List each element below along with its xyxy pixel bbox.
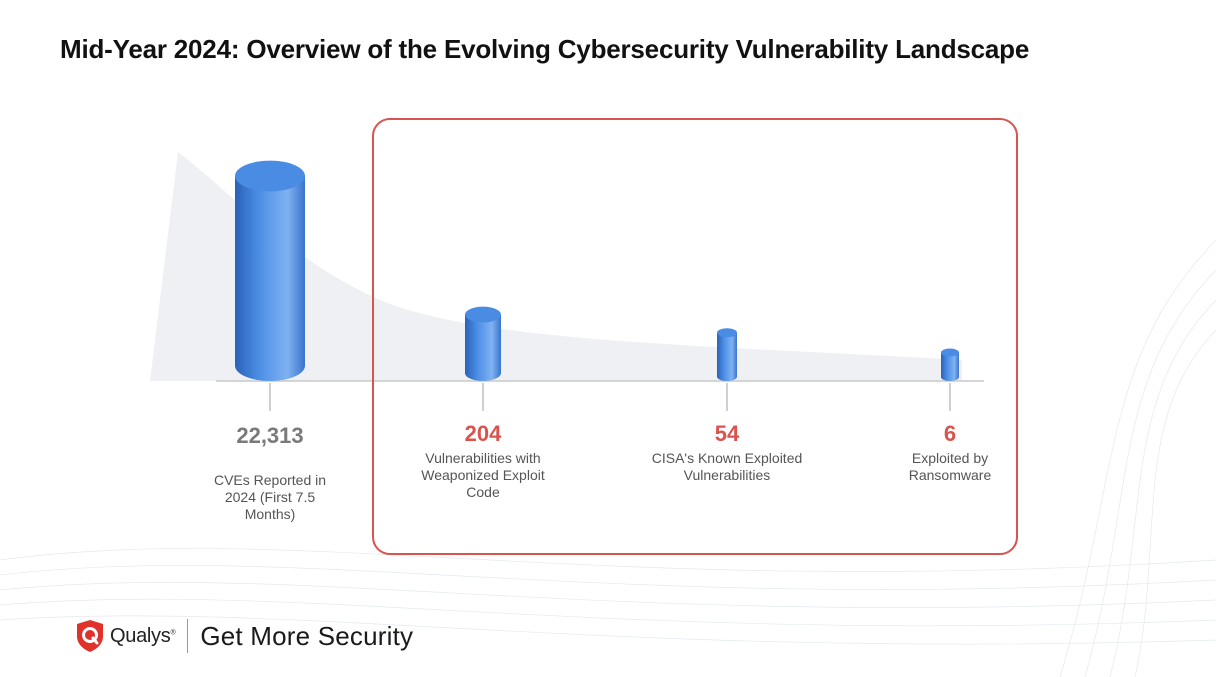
metric-label-1: CVEs Reported in 2024 (First 7.5 Months) (213, 472, 327, 522)
bar-cap-3 (717, 328, 737, 338)
metric-3: 54 CISA's Known Exploited Vulnerabilities (627, 421, 827, 484)
metric-1: 22,313 CVEs Reported in 2024 (First 7.5 M… (170, 423, 370, 523)
bar-body-1 (235, 176, 305, 381)
metric-label-4: Exploited by Ransomware (908, 450, 992, 483)
bar-body-2 (465, 314, 501, 381)
metric-value-4: 6 (943, 421, 957, 446)
metric-4: 6 Exploited by Ransomware (850, 421, 1050, 484)
footer-divider (187, 619, 189, 653)
metric-label-2: Vulnerabilities with Weaponized Exploit … (421, 450, 545, 500)
bar-body-3 (717, 332, 737, 381)
bar-cap-4 (941, 348, 959, 357)
tagline: Get More Security (200, 620, 414, 651)
bar-3 (717, 328, 737, 381)
bar-cap-2 (465, 306, 501, 323)
bar-1 (235, 160, 305, 381)
bar-4 (941, 348, 959, 381)
brand-name: Qualys® (110, 624, 176, 647)
footer: Qualys® Get More Security (76, 616, 413, 656)
decay-backdrop (150, 152, 962, 381)
highlight-frame (372, 118, 1018, 555)
qualys-logo: Qualys® (76, 619, 176, 653)
bar-body-4 (941, 352, 959, 381)
metric-2: 204 Vulnerabilities with Weaponized Explo… (383, 421, 583, 501)
qualys-shield-icon (77, 620, 103, 652)
metric-value-3: 54 (714, 421, 740, 446)
metric-label-3: CISA's Known Exploited Vulnerabilities (651, 450, 803, 483)
bar-2 (465, 306, 501, 381)
metric-value-2: 204 (464, 421, 502, 446)
bar-cap-1 (235, 160, 305, 192)
page-title: Mid-Year 2024: Overview of the Evolving … (60, 34, 1030, 64)
metric-value-1: 22,313 (236, 423, 304, 448)
